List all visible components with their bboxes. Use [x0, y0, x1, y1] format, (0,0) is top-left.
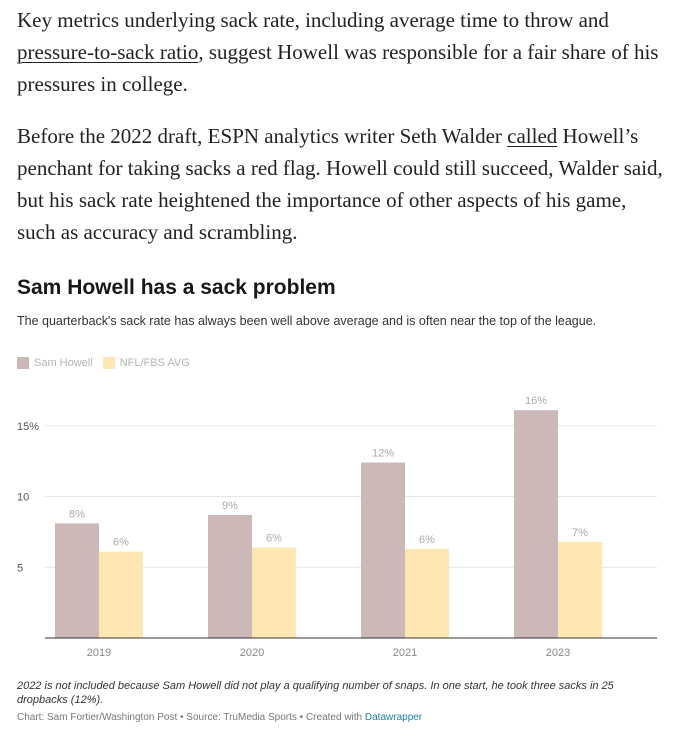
- x-tick-label: 2019: [87, 647, 111, 659]
- chart-subtitle: The quarterback's sack rate has always b…: [17, 314, 597, 328]
- data-label: 6%: [419, 534, 435, 546]
- chart-legend: Sam Howell NFL/FBS AVG: [17, 357, 190, 369]
- legend-label-sam-howell: Sam Howell: [34, 357, 93, 369]
- legend-swatch-avg: [102, 357, 115, 369]
- data-label: 6%: [113, 537, 129, 549]
- legend-swatch-sam-howell: [17, 357, 29, 369]
- data-label: 16%: [525, 395, 547, 407]
- paragraph-text: , suggest Howell was responsible for a f…: [17, 40, 659, 96]
- legend-item-sam-howell: Sam Howell: [17, 357, 93, 369]
- credit-text: Chart: Sam Fortier/Washington Post • Sou…: [17, 712, 365, 723]
- bar-sam-howell: [361, 462, 405, 638]
- data-label: 6%: [266, 532, 282, 544]
- chart-credit: Chart: Sam Fortier/Washington Post • Sou…: [17, 712, 422, 723]
- bar-avg: [405, 548, 449, 638]
- datawrapper-link[interactable]: Datawrapper: [364, 712, 423, 723]
- sack-rate-bar-chart: 5 10 15% 8% 6% 2019 9% 6% 2020 12% 6% 2021 16% 7% 2023: [17, 395, 657, 659]
- chart-note: 2022 is not included because Sam Howell …: [17, 680, 614, 706]
- x-tick-label: 2021: [393, 647, 417, 659]
- bar-avg: [558, 541, 602, 638]
- article-paragraph: Key metrics underlying sack rate, includ…: [17, 4, 667, 100]
- article-body: Key metrics underlying sack rate, includ…: [17, 4, 667, 248]
- article-paragraph: Before the 2022 draft, ESPN analytics wr…: [17, 120, 667, 248]
- bar-avg: [99, 551, 143, 638]
- legend-label-avg: NFL/FBS AVG: [119, 357, 190, 369]
- y-tick-label: 10: [17, 492, 29, 504]
- bar-sam-howell: [514, 410, 558, 638]
- y-tick-label: 15%: [17, 421, 39, 433]
- data-label: 9%: [222, 500, 238, 512]
- called-link[interactable]: called: [507, 124, 558, 148]
- x-tick-label: 2020: [240, 647, 264, 659]
- paragraph-text: Key metrics underlying sack rate, includ…: [17, 8, 609, 32]
- pressure-to-sack-ratio-link[interactable]: pressure-to-sack ratio: [17, 40, 199, 64]
- data-label: 8%: [69, 508, 85, 520]
- paragraph-text: Howell’s penchant for taking sacks a red…: [17, 124, 663, 244]
- paragraph-text: Before the 2022 draft, ESPN analytics wr…: [17, 124, 508, 148]
- bar-avg: [252, 547, 296, 638]
- data-label: 7%: [572, 527, 588, 539]
- x-tick-label: 2023: [546, 647, 570, 659]
- bar-sam-howell: [55, 523, 99, 638]
- chart-title: Sam Howell has a sack problem: [17, 276, 336, 299]
- bar-sam-howell: [208, 514, 252, 638]
- y-tick-label: 5: [17, 562, 23, 574]
- data-label: 12%: [372, 448, 394, 460]
- legend-item-avg: NFL/FBS AVG: [102, 357, 190, 369]
